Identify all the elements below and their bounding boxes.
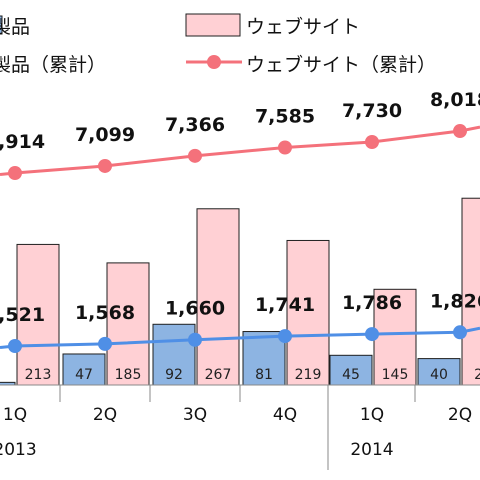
bar-website <box>196 208 240 386</box>
label-product-cumulative: 1,741 <box>255 294 315 316</box>
point-website-cumulative <box>278 140 292 155</box>
category-label: 1Q <box>3 405 27 425</box>
label-website-cumulative: 7,099 <box>75 124 135 146</box>
category-label: 1Q <box>360 405 384 425</box>
label-website-cumulative: 7,585 <box>255 106 315 128</box>
bar-labels: 4213471859226781219451454028 <box>25 367 480 383</box>
legend-label-product: 製品 <box>0 16 30 38</box>
bar-label-website: 213 <box>25 367 52 383</box>
label-website-cumulative: 6,914 <box>0 131 45 153</box>
year-label: 2014 <box>350 440 393 460</box>
label-product-cumulative: 1,786 <box>342 292 402 314</box>
line-website-cumulative <box>0 125 480 176</box>
bar-label-website: 219 <box>295 367 322 383</box>
line-product-cumulative <box>0 326 480 349</box>
lines <box>0 124 480 353</box>
bar-product <box>242 331 286 386</box>
bar-product <box>0 381 16 386</box>
bar-label-website: 145 <box>382 367 409 383</box>
point-product-cumulative <box>453 325 467 340</box>
legend-swatch-website <box>185 13 241 37</box>
category-label: 2Q <box>448 405 472 425</box>
bar-label-website: 267 <box>205 367 232 383</box>
category-label: 2Q <box>93 405 117 425</box>
label-website-cumulative: 7,366 <box>165 114 225 136</box>
point-website-cumulative <box>8 166 22 180</box>
line-labels: 6,914 7,099 7,366 7,585 7,730 8,018 1,521 1,568… <box>0 89 480 326</box>
point-product-cumulative <box>8 339 22 353</box>
point-website-cumulative <box>98 158 112 173</box>
bar-label-product: 40 <box>430 367 448 383</box>
bars <box>0 197 480 386</box>
bar-label-product: 81 <box>255 367 273 383</box>
legend-marker-website-cumulative <box>207 55 221 69</box>
category-label: 4Q <box>273 405 297 425</box>
label-product-cumulative: 1,568 <box>75 302 135 324</box>
bar-label-product: 92 <box>165 367 183 383</box>
bar-product <box>329 354 373 386</box>
label-website-cumulative: 7,730 <box>342 100 402 122</box>
legend-swatch-product <box>0 15 3 35</box>
bar-label-website: 185 <box>115 367 142 383</box>
bar-website <box>106 262 150 386</box>
bar-website <box>373 288 417 386</box>
bar-label-product: 47 <box>75 367 93 383</box>
bar-product <box>417 358 461 386</box>
point-website-cumulative <box>453 124 467 139</box>
category-label: 3Q <box>183 405 207 425</box>
label-product-cumulative: 1,826 <box>430 290 480 312</box>
legend-label-website-cumulative: ウェブサイト（累計） <box>246 53 436 76</box>
x-axis: 1Q 2Q 3Q 4Q 1Q 2Q 2013 2014 <box>0 384 480 470</box>
label-product-cumulative: 1,521 <box>0 304 45 326</box>
point-product-cumulative <box>98 336 112 351</box>
bar-website <box>16 243 60 386</box>
bar-label-website: 28 <box>474 367 480 383</box>
point-product-cumulative <box>278 329 292 344</box>
point-website-cumulative <box>365 134 379 149</box>
bar-label-product: 45 <box>342 367 360 383</box>
point-website-cumulative <box>188 148 202 163</box>
bar-product <box>152 323 196 386</box>
label-website-cumulative: 8,018 <box>430 89 480 111</box>
point-product-cumulative <box>188 332 202 347</box>
point-product-cumulative <box>365 327 379 342</box>
legend-label-product-cumulative: 製品（累計） <box>0 54 106 76</box>
bar-product <box>62 353 106 386</box>
bar-website <box>286 239 330 386</box>
year-label: 2013 <box>0 440 37 460</box>
legend-label-website: ウェブサイト <box>246 15 360 38</box>
label-product-cumulative: 1,660 <box>165 298 225 320</box>
bar-website <box>461 197 480 386</box>
